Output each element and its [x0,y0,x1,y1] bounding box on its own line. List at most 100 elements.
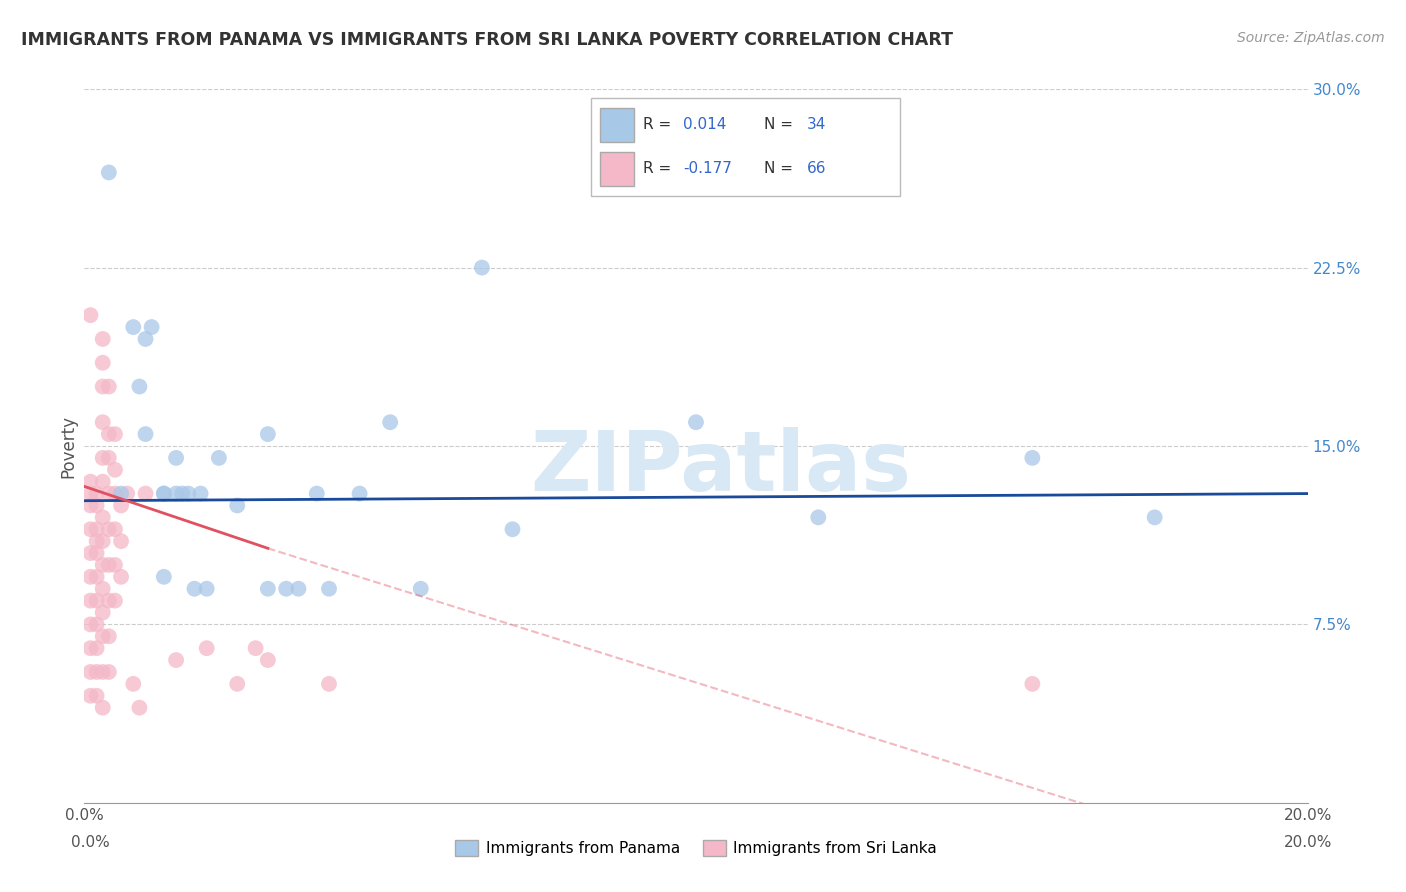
Point [104,486,127,500]
Point [110,570,132,584]
Text: R =: R = [643,117,671,132]
Point [91,379,114,393]
Point [91,558,114,572]
Point [86,499,108,513]
Point [79,617,101,632]
Point [276,582,298,596]
Point [79,522,101,536]
Point [409,582,432,596]
Point [128,700,150,714]
Point [1021,450,1043,465]
Point [86,570,108,584]
Point [208,450,231,465]
Point [104,558,127,572]
Text: R =: R = [643,161,671,177]
Point [110,499,132,513]
Point [110,534,132,549]
Point [97,665,120,679]
Point [79,308,101,322]
Point [177,486,200,500]
Point [349,486,371,500]
FancyBboxPatch shape [591,98,900,196]
Point [91,415,114,429]
Point [502,522,524,536]
Point [86,665,108,679]
Point [86,534,108,549]
Point [91,582,114,596]
Point [1143,510,1166,524]
Point [86,593,108,607]
Point [91,510,114,524]
Point [257,653,280,667]
Point [86,546,108,560]
Point [195,582,218,596]
Point [226,499,249,513]
Point [91,629,114,643]
Point [86,689,108,703]
Point [135,486,157,500]
Point [86,486,108,500]
Point [91,356,114,370]
Point [190,486,212,500]
Point [807,510,830,524]
Point [91,450,114,465]
Y-axis label: Poverty: Poverty [59,415,77,477]
Point [104,522,127,536]
Point [183,582,205,596]
Text: N =: N = [763,117,793,132]
Point [471,260,494,275]
Point [122,320,145,334]
Point [153,570,176,584]
Point [122,677,145,691]
Legend: Immigrants from Panama, Immigrants from Sri Lanka: Immigrants from Panama, Immigrants from … [449,834,943,862]
Point [97,450,120,465]
Point [97,558,120,572]
Point [1021,677,1043,691]
Point [97,379,120,393]
Point [318,582,340,596]
Point [135,332,157,346]
Point [91,332,114,346]
Point [104,593,127,607]
Point [79,570,101,584]
Bar [600,152,634,186]
Point [287,582,309,596]
Point [115,486,138,500]
Text: -0.177: -0.177 [683,161,733,177]
Point [153,486,176,500]
Point [86,522,108,536]
Point [141,320,163,334]
Text: N =: N = [763,161,793,177]
Point [165,653,187,667]
Bar [600,108,634,142]
Point [79,499,101,513]
Point [79,641,101,656]
Point [380,415,402,429]
Point [135,427,157,442]
Point [79,486,101,500]
Text: 66: 66 [807,161,827,177]
Point [79,546,101,560]
Text: 0.0%: 0.0% [70,836,110,850]
Point [97,165,120,179]
Text: ZIPatlas: ZIPatlas [530,427,911,508]
Point [104,463,127,477]
Point [165,450,187,465]
Point [153,486,176,500]
Text: 34: 34 [807,117,827,132]
Point [91,606,114,620]
Point [97,522,120,536]
Point [685,415,707,429]
Text: 0.014: 0.014 [683,117,727,132]
Point [91,475,114,489]
Point [91,534,114,549]
Point [195,641,218,656]
Point [172,486,194,500]
Point [91,700,114,714]
Point [97,427,120,442]
Point [257,582,280,596]
Point [97,486,120,500]
Point [97,629,120,643]
Point [165,486,187,500]
Point [257,427,280,442]
